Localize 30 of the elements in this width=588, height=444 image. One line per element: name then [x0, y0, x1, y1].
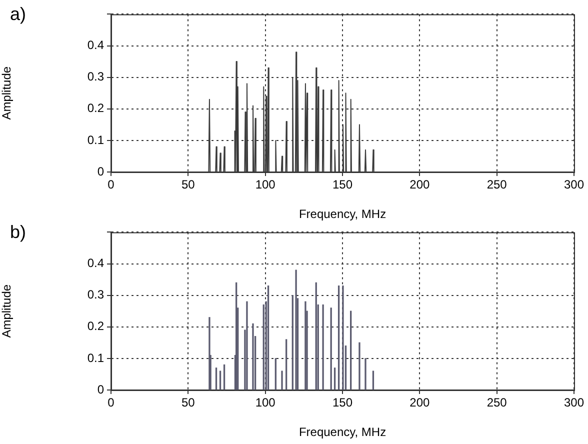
- y-axis-title: Amplitude: [0, 66, 14, 120]
- chart-title: a): [10, 4, 26, 25]
- y-tick-label: 0.2: [87, 101, 104, 116]
- x-axis-title: Frequency, MHz: [298, 425, 386, 440]
- y-tick-label: 0: [97, 382, 104, 396]
- x-tick-label: 200: [410, 396, 430, 410]
- x-tick-label: 150: [332, 178, 353, 192]
- x-tick-label: 300: [564, 396, 584, 410]
- x-tick-label: 250: [486, 396, 508, 410]
- y-tick-label: 0.3: [87, 288, 104, 302]
- x-tick-label: 0: [108, 178, 115, 192]
- chart-title: b): [10, 222, 26, 243]
- y-tick-label: 0.3: [87, 70, 104, 84]
- y-tick-label: 0.4: [87, 38, 104, 52]
- x-tick-label: 100: [255, 396, 276, 410]
- x-tick-label: 150: [332, 396, 353, 410]
- x-tick-label: 0: [108, 396, 115, 410]
- x-tick-label: 50: [181, 396, 196, 410]
- y-tick-label: 0.1: [87, 132, 104, 147]
- x-tick-label: 200: [410, 178, 430, 192]
- y-tick-label: 0: [97, 164, 104, 178]
- x-tick-label: 300: [564, 178, 584, 192]
- y-tick-label: 0.4: [87, 256, 104, 270]
- x-axis-title: Frequency, MHz: [298, 207, 386, 222]
- y-tick-label: 0.2: [87, 319, 104, 334]
- x-tick-label: 100: [255, 178, 276, 192]
- x-tick-label: 250: [486, 178, 508, 192]
- x-tick-label: 50: [181, 178, 196, 192]
- y-axis-title: Amplitude: [0, 284, 14, 338]
- y-tick-label: 0.1: [87, 350, 104, 365]
